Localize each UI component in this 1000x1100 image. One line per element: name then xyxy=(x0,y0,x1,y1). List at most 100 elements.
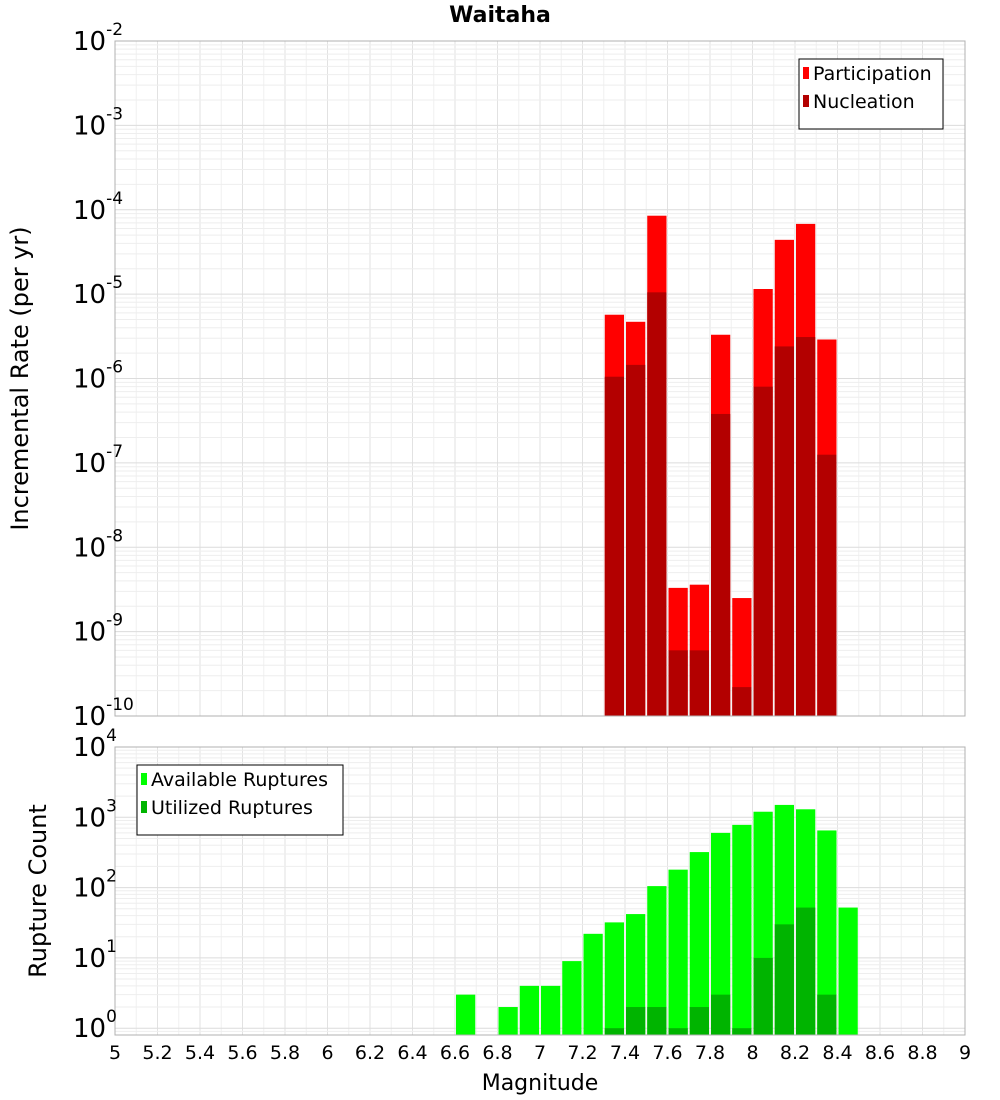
legend-swatch xyxy=(141,773,147,785)
bar xyxy=(817,830,837,1035)
y-tick-label: 10-2 xyxy=(73,20,123,57)
x-tick-label: 8.2 xyxy=(780,1042,810,1064)
bar xyxy=(626,364,646,716)
chart-title: Waitaha xyxy=(449,3,551,28)
y-tick-labels: 100 101 102 103 104 xyxy=(73,726,117,1044)
bar xyxy=(711,832,731,1035)
y-tick-label: 10-9 xyxy=(73,611,123,648)
bar xyxy=(689,852,709,1035)
y-tick-labels: 10-10 10-9 10-8 10-7 10-6 10-5 10-4 10-3 10-2 xyxy=(73,20,134,732)
y-tick-label: 100 xyxy=(73,1007,117,1044)
x-tick-label: 8.8 xyxy=(907,1042,937,1064)
bar xyxy=(647,1007,667,1035)
y-axis-label: Rupture Count xyxy=(24,804,52,978)
bar xyxy=(647,886,667,1035)
y-tick-label: 10-3 xyxy=(73,104,123,141)
x-tick-labels: 5 5.2 5.4 5.6 5.8 6 6.2 6.4 6.6 6.8 7 7.2 7.4 7.6 7.8 8… xyxy=(109,1042,971,1064)
bar xyxy=(689,650,709,716)
y-tick-label: 10-7 xyxy=(73,442,123,479)
bar xyxy=(711,413,731,716)
legend-entry: Utilized Ruptures xyxy=(151,797,313,819)
x-tick-label: 7.6 xyxy=(652,1042,682,1064)
y-tick-label: 10-5 xyxy=(73,273,123,310)
bar xyxy=(626,914,646,1035)
bar xyxy=(689,1007,709,1035)
x-tick-label: 6.4 xyxy=(397,1042,427,1064)
y-tick-label: 101 xyxy=(73,937,117,974)
bar xyxy=(604,1028,624,1035)
x-tick-label: 8.4 xyxy=(822,1042,852,1064)
bar xyxy=(732,598,752,716)
bar xyxy=(668,1028,688,1035)
bar xyxy=(796,907,816,1035)
grid-lines xyxy=(114,40,966,717)
bar xyxy=(541,985,561,1035)
legend-entry: Nucleation xyxy=(813,91,915,113)
y-tick-label: 102 xyxy=(73,867,117,904)
legend-entry: Available Ruptures xyxy=(151,769,328,791)
y-tick-label: 104 xyxy=(73,726,117,763)
x-tick-label: 6.8 xyxy=(482,1042,512,1064)
y-axis-label: Incremental Rate (per yr) xyxy=(6,226,34,530)
y-tick-label: 10-10 xyxy=(73,695,134,732)
x-tick-label: 8.6 xyxy=(865,1042,895,1064)
x-tick-label: 5 xyxy=(109,1042,121,1064)
bar xyxy=(668,650,688,716)
rate-plot-panel: 10-10 10-9 10-8 10-7 10-6 10-5 10-4 10-3 10-2 Inc… xyxy=(6,20,966,732)
x-tick-label: 7.4 xyxy=(610,1042,640,1064)
bar xyxy=(583,933,603,1035)
legend-box xyxy=(798,58,944,130)
rupture-count-plot-panel: 100 101 102 103 104 Rupture Count Available Ru… xyxy=(24,726,966,1044)
bar xyxy=(817,994,837,1035)
plot-frame xyxy=(114,746,966,1036)
x-tick-label: 5.2 xyxy=(142,1042,172,1064)
plot-frame xyxy=(114,40,966,717)
bar xyxy=(774,346,794,716)
bar xyxy=(732,687,752,716)
legend-swatch xyxy=(803,67,809,79)
legend-swatch xyxy=(141,801,147,813)
y-tick-label: 103 xyxy=(73,796,117,833)
x-axis-label: Magnitude xyxy=(482,1071,599,1096)
y-tick-label: 10-4 xyxy=(73,189,123,226)
bar xyxy=(647,292,667,716)
x-tick-label: 7.8 xyxy=(695,1042,725,1064)
bar xyxy=(753,957,773,1035)
bar xyxy=(753,386,773,716)
x-tick-label: 6.6 xyxy=(440,1042,470,1064)
bar xyxy=(519,985,539,1035)
bar xyxy=(668,869,688,1035)
legend-swatch xyxy=(803,95,809,107)
series-nucleation xyxy=(604,292,837,716)
bar xyxy=(732,1028,752,1035)
bar xyxy=(838,907,858,1035)
legend-box xyxy=(136,764,344,836)
bar xyxy=(796,337,816,716)
legend: Participation Nucleation xyxy=(798,58,944,130)
bar xyxy=(711,994,731,1035)
bar xyxy=(456,994,476,1035)
x-tick-label: 5.8 xyxy=(270,1042,300,1064)
x-tick-label: 6 xyxy=(321,1042,333,1064)
x-tick-label: 5.4 xyxy=(185,1042,215,1064)
bar xyxy=(626,1007,646,1035)
y-tick-label: 10-6 xyxy=(73,358,123,395)
legend: Available Ruptures Utilized Ruptures xyxy=(136,764,344,836)
bar xyxy=(774,924,794,1035)
bar xyxy=(562,961,582,1035)
legend-entry: Participation xyxy=(813,63,932,85)
y-tick-label: 10-8 xyxy=(73,526,123,563)
x-tick-label: 9 xyxy=(959,1042,971,1064)
x-tick-label: 6.2 xyxy=(355,1042,385,1064)
bar xyxy=(604,376,624,716)
x-tick-label: 7.2 xyxy=(567,1042,597,1064)
bar xyxy=(604,922,624,1035)
x-tick-label: 5.6 xyxy=(227,1042,257,1064)
x-tick-label: 7 xyxy=(534,1042,546,1064)
bar xyxy=(498,1007,518,1035)
bar xyxy=(817,454,837,716)
bar xyxy=(732,824,752,1035)
x-tick-label: 8 xyxy=(746,1042,758,1064)
series-utilized-ruptures xyxy=(604,907,837,1035)
